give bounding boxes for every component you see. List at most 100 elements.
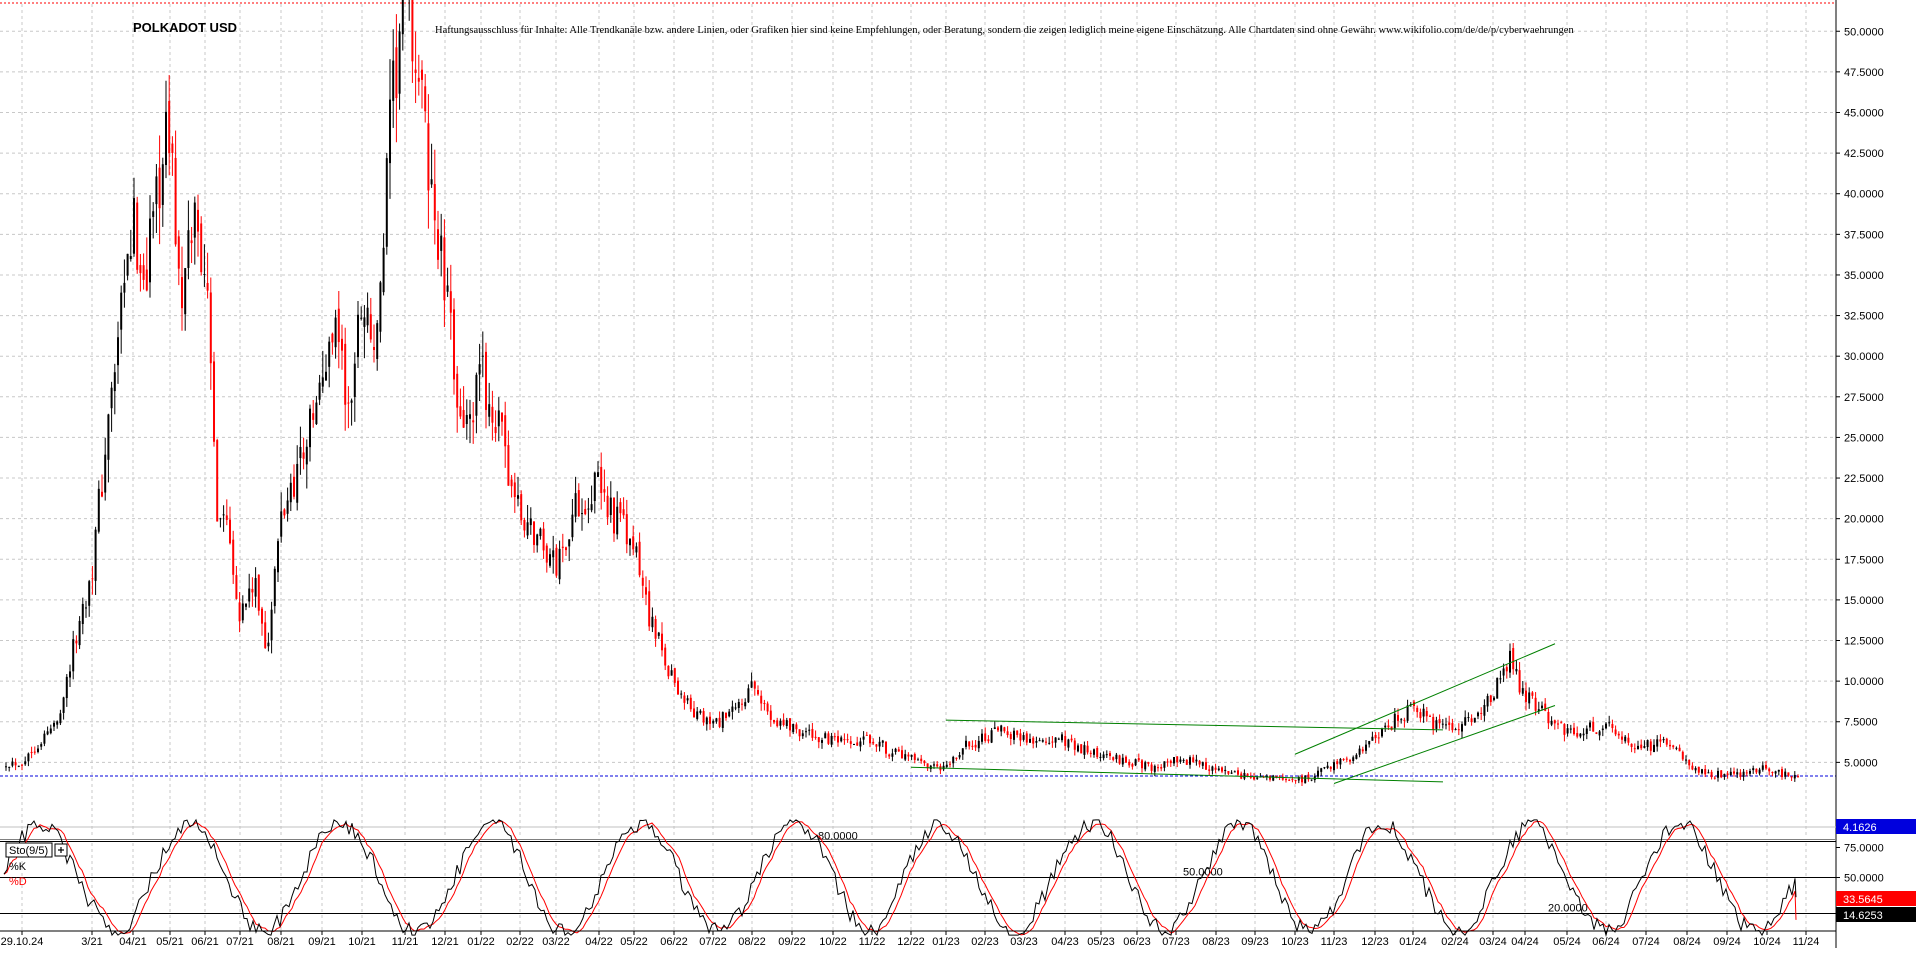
price-tick-label: 15.0000 [1844,595,1884,607]
price-tick-label: 12.5000 [1844,636,1884,648]
price-candle-body [341,338,343,351]
price-candle-body [856,742,859,746]
price-candle-body [1217,768,1220,771]
price-candle-body [1377,737,1380,739]
price-candle-body [136,202,139,270]
price-candle-body [757,690,759,695]
price-candle-body [238,602,241,622]
x-tick-label: 10/21 [348,936,376,948]
price-candle-body [782,719,785,726]
osc-tick-label: 50.0000 [1844,873,1884,885]
price-candle-body [190,240,193,244]
price-tick-label: 47.5000 [1844,67,1884,79]
price-candle-body [1707,772,1710,774]
price-candle-body [1467,717,1470,719]
price-candle-body [622,509,625,516]
price-candle-body [373,346,375,351]
price-candle-body [1493,697,1495,700]
price-candle-body [1784,771,1787,777]
price-candle-body [683,695,686,703]
price-candle-body [1291,779,1294,781]
price-candle-body [974,744,977,748]
price-candle-body [1633,748,1636,750]
price-candle-body [1381,728,1383,737]
price-candle-body [789,718,791,731]
price-candle-body [1717,770,1719,778]
price-candle-body [245,603,247,607]
oscillator-title-box[interactable] [5,842,53,858]
price-candle-body [798,729,801,737]
price-candle-body [200,223,203,273]
price-candle-body [1048,742,1051,744]
price-candle-body [110,387,113,409]
price-candle-body [725,712,727,719]
price-candle-body [85,607,87,609]
price-candle-body [1019,733,1022,741]
price-candle-body [232,539,235,575]
price-candle-body [1777,769,1780,772]
x-tick-label: 08/22 [738,936,766,948]
price-tick-label: 27.5000 [1844,392,1884,404]
price-candle-body [1361,749,1364,752]
price-candle-body [689,697,692,710]
price-candle-body [321,377,324,387]
price-candle-body [1201,762,1204,766]
price-candle-body [209,292,212,364]
price-candle-body [1166,761,1169,763]
price-candle-body [702,711,705,723]
price-candle-body [488,404,491,417]
price-candle-body [382,247,385,293]
price-candle-body [280,511,283,537]
x-tick-label: 06/23 [1123,936,1151,948]
price-candle-body [606,495,609,518]
price-candle-body [1326,765,1329,768]
price-candle-body [526,522,529,536]
price-candle-body [117,337,119,366]
price-candle-body [1009,734,1012,740]
price-candle-body [955,757,958,759]
trendline [1333,705,1556,784]
price-candle-body [1531,692,1534,696]
price-candle-body [920,758,923,762]
price-candle-body [1016,730,1019,735]
price-candle-body [107,414,110,460]
price-candle-body [1317,770,1319,777]
x-tick-label: 10/22 [819,936,847,948]
price-candle-body [1224,769,1227,772]
price-candle-body [1589,722,1591,728]
price-candle-body [1253,776,1255,780]
price-candle-body [478,364,481,375]
price-candle-body [523,519,526,531]
price-candle-body [609,497,612,516]
price-candle-body [133,198,135,254]
price-candle-body [894,748,897,752]
price-candle-body [814,736,817,738]
price-candle-body [1227,770,1230,774]
price-candle-body [1304,775,1307,784]
price-candle-body [53,722,55,727]
price-candle-body [1371,736,1374,741]
x-tick-label: 02/22 [506,936,534,948]
price-candle-body [1505,667,1508,672]
price-candle-body [1701,769,1703,774]
price-candle-body [645,587,647,595]
price-candle-body [1342,759,1345,761]
price-candle-body [1787,772,1790,776]
price-candle-body [1477,712,1479,717]
price-candle-body [437,229,439,260]
price-candle-body [273,568,276,607]
price-candle-body [1006,731,1009,736]
price-candle-body [805,731,807,733]
price-tick-label: 5.0000 [1844,757,1878,769]
price-candle-body [1710,771,1713,778]
price-candle-body [299,446,302,459]
x-tick-label: 04/22 [585,936,613,948]
price-candle-body [1649,741,1652,751]
price-y-axis: 52.500050.000047.500045.000042.500040.00… [1835,0,1884,948]
price-tick-label: 42.5000 [1844,148,1884,160]
price-candle-body [1057,738,1060,740]
price-candle-body [670,670,673,676]
price-candle-body [987,739,990,742]
price-candle-body [949,763,951,765]
